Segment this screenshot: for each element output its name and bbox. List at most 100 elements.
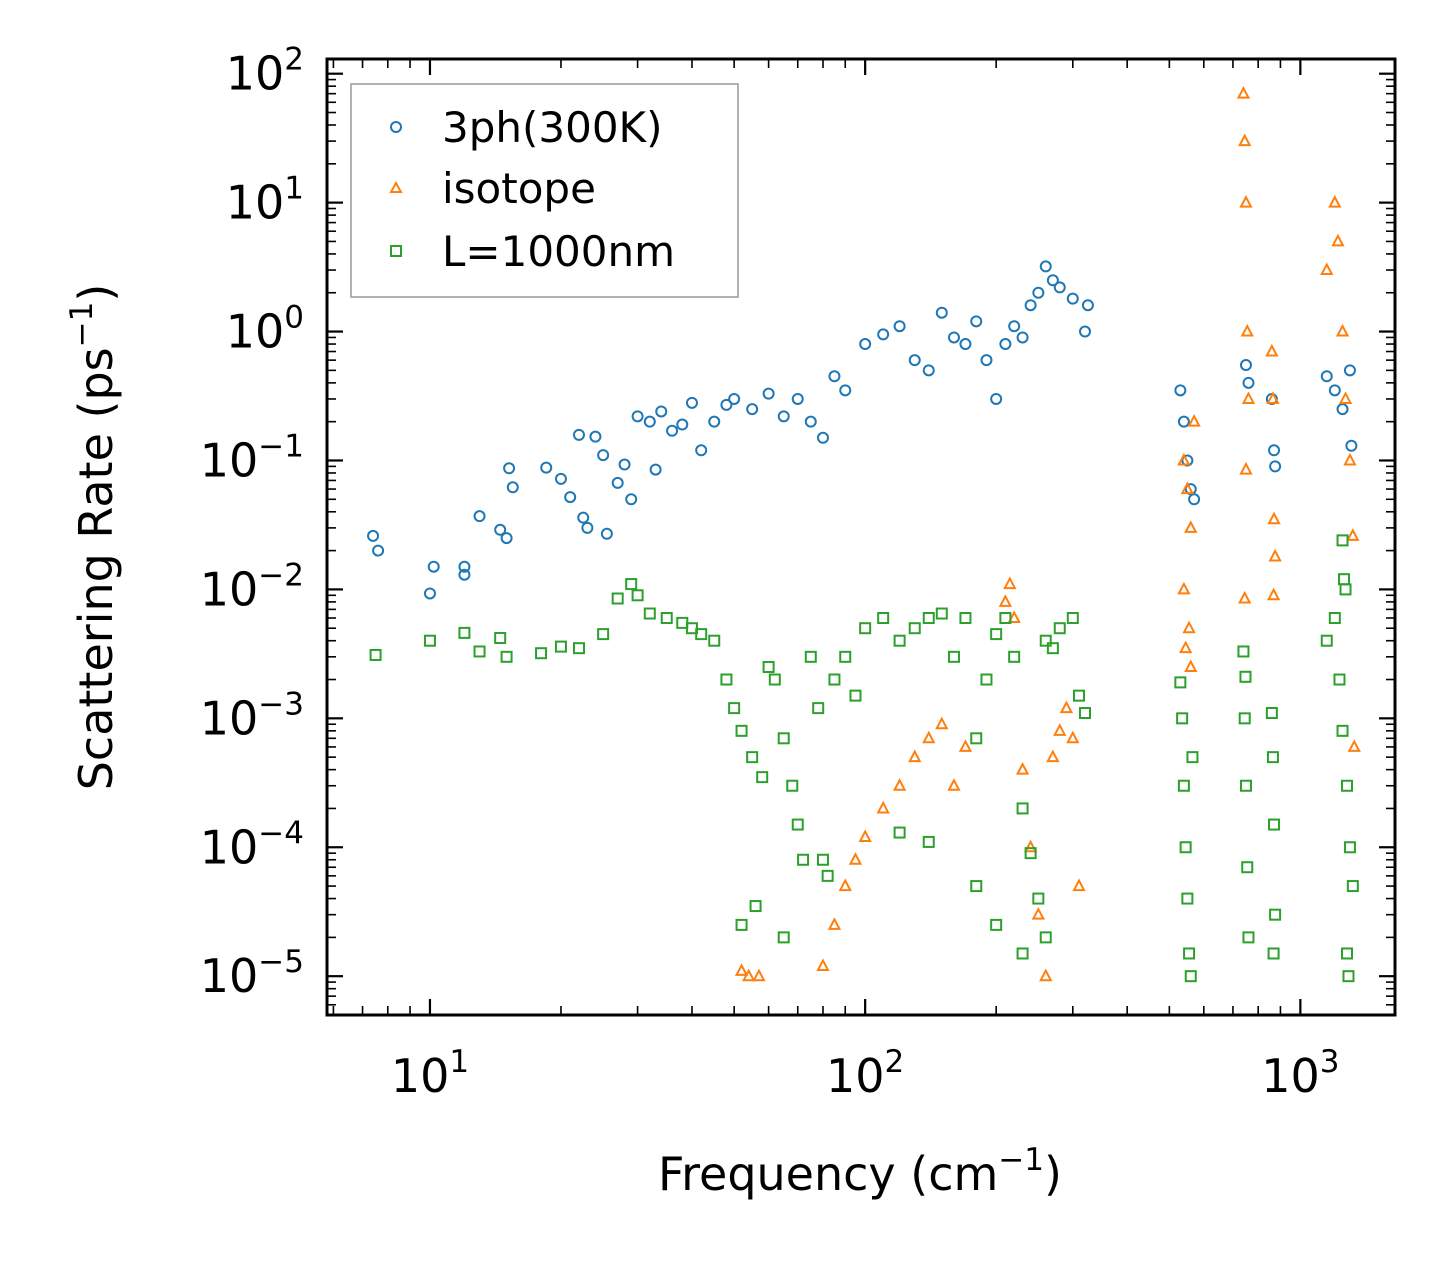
data-point-square [423, 634, 436, 647]
data-point-square [1053, 622, 1066, 635]
x-tick-label: 103 [1261, 1044, 1339, 1103]
data-point-square [1039, 931, 1052, 944]
data-point-square [786, 779, 799, 792]
data-point-circle [564, 491, 577, 504]
data-point-circle [458, 568, 471, 581]
data-point-square [708, 634, 721, 647]
data-point-circle [494, 523, 507, 536]
data-point-triangle [1046, 749, 1060, 763]
y-tick-label-exp: −4 [258, 815, 304, 851]
data-point-square [611, 592, 624, 605]
legend-marker-circle [390, 121, 402, 133]
legend: 3ph(300K) isotope L=1000nm [350, 83, 739, 298]
data-point-square [1237, 645, 1250, 658]
data-point-circle [625, 493, 638, 506]
data-point-square [500, 650, 513, 663]
data-point-triangle [1072, 878, 1086, 892]
y-tick-label-exp: −1 [258, 428, 304, 464]
y-tick-label: 10−4 [200, 815, 304, 874]
data-point-circle [1024, 299, 1037, 312]
data-point-circle [1174, 384, 1187, 397]
data-point-circle [581, 521, 594, 534]
y-tick-label-exp: −3 [258, 686, 304, 722]
data-point-triangle [734, 963, 749, 976]
data-point-square [572, 642, 585, 655]
data-point-triangle [1238, 590, 1252, 604]
data-point-square [1336, 724, 1349, 737]
series-2 [369, 534, 1359, 983]
data-point-circle [458, 560, 471, 573]
data-point-circle [503, 462, 516, 475]
data-point-triangle [1265, 343, 1279, 357]
data-point-triangle [1241, 391, 1256, 404]
data-point-square [1343, 841, 1356, 854]
data-point-triangle [1007, 610, 1021, 624]
x-tick-label-base: 10 [391, 1049, 450, 1103]
data-point-circle [611, 476, 624, 489]
data-point-triangle [1266, 391, 1280, 404]
data-point-square [1181, 892, 1194, 905]
data-point-circle [540, 461, 553, 474]
data-point-circle [1336, 403, 1349, 416]
data-point-square [922, 612, 935, 625]
data-point-triangle [827, 917, 842, 930]
data-point-circle [720, 398, 733, 411]
data-point-triangle [838, 878, 852, 892]
data-point-square [1066, 612, 1079, 625]
data-point-triangle [1347, 739, 1361, 752]
data-point-circle [1269, 460, 1282, 473]
data-point-triangle [1003, 576, 1017, 590]
data-point-square [922, 835, 935, 848]
data-point-square [735, 724, 748, 737]
data-point-triangle [1238, 133, 1252, 147]
data-point-triangle [935, 716, 949, 730]
data-point-square [1046, 642, 1059, 655]
data-point-square [1267, 947, 1280, 960]
data-point-triangle [1177, 581, 1191, 595]
y-tick-label: 10−3 [200, 686, 304, 745]
data-point-square [746, 751, 759, 764]
data-point-circle [1343, 364, 1356, 377]
data-point-square [777, 732, 790, 745]
data-point-square [839, 650, 852, 663]
data-point-square [1186, 751, 1199, 764]
data-point-circle [791, 392, 804, 405]
data-point-circle [877, 328, 890, 341]
data-point-square [797, 853, 810, 866]
data-point-square [1016, 947, 1029, 960]
legend-entry-l1000nm: L=1000nm [390, 227, 675, 276]
data-point-triangle [1184, 659, 1198, 673]
data-point-circle [1345, 439, 1358, 452]
data-point-triangle [1053, 723, 1067, 736]
data-point-triangle [958, 739, 973, 752]
data-point-circle [947, 331, 960, 344]
data-point-circle [828, 370, 841, 383]
data-point-square [369, 648, 382, 661]
data-point-square [1179, 841, 1192, 854]
data-point-triangle [1239, 194, 1253, 208]
data-point-square [494, 631, 507, 644]
data-point-square [597, 628, 610, 641]
data-point-square [1339, 583, 1352, 596]
data-point-square [1078, 706, 1091, 719]
y-axis-title: Scattering Rate (ps−1) [64, 284, 123, 791]
data-point-square [980, 673, 993, 686]
legend-label-3ph: 3ph(300K) [442, 103, 662, 152]
data-point-circle [1177, 415, 1190, 428]
data-points [367, 86, 1361, 983]
data-point-triangle [1039, 968, 1053, 982]
data-point-circle [839, 384, 852, 397]
data-point-square [1024, 847, 1037, 860]
data-point-square [804, 650, 817, 663]
data-point-circle [980, 354, 993, 367]
legend-box [350, 83, 739, 298]
data-point-triangle [1320, 262, 1334, 276]
data-point-circle [1016, 331, 1029, 344]
data-point-triangle [1180, 481, 1195, 495]
y-tick-label-base: 10 [226, 47, 285, 101]
data-point-triangle [1031, 907, 1045, 920]
data-point-circle [922, 364, 935, 377]
y-axis-title-sup: −1 [64, 302, 100, 348]
data-point-square [908, 622, 921, 635]
data-point-triangle [908, 749, 922, 763]
